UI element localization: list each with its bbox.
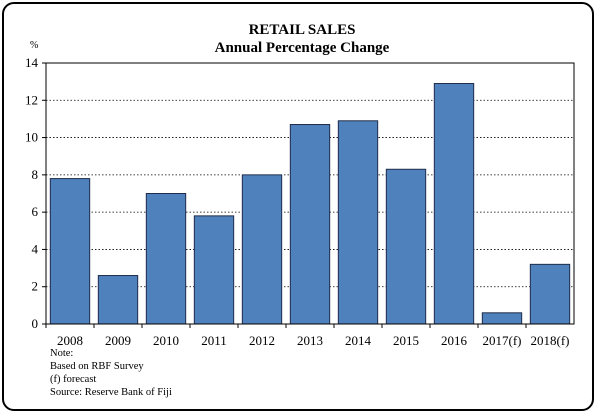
x-tick-label: 2010 [153, 333, 179, 348]
y-tick-labels: 0 2 4 6 8 10 12 14 [25, 55, 39, 331]
bar [145, 193, 187, 325]
y-tick-label: 12 [25, 92, 38, 107]
bar [193, 215, 235, 325]
plot-border [45, 62, 575, 325]
note-line: Source: Reserve Bank of Fiji [50, 387, 172, 398]
axes [42, 62, 575, 328]
bar [289, 124, 331, 325]
note-line: Based on RBF Survey [50, 361, 144, 372]
x-tick-label: 2011 [201, 333, 227, 348]
chart-notes: Note: Based on RBF Survey (f) forecast Sour… [50, 348, 172, 398]
bar [241, 174, 283, 325]
x-tick-label: 2017(f) [483, 333, 522, 348]
y-tick-label: 2 [32, 279, 39, 294]
bar [385, 168, 427, 325]
y-tick-label: 0 [32, 316, 39, 331]
y-tick-label: 6 [32, 204, 39, 219]
bar [97, 275, 139, 325]
y-tick-label: 8 [32, 167, 39, 182]
y-tick-label: 10 [25, 130, 38, 145]
note-line: Note: [50, 348, 73, 359]
x-tick-label: 2009 [105, 333, 131, 348]
x-tick-label: 2016 [441, 333, 468, 348]
bars [49, 83, 571, 325]
bar [481, 312, 523, 325]
x-tick-label: 2015 [393, 333, 419, 348]
note-line: (f) forecast [50, 374, 96, 385]
y-axis-unit-label: % [30, 40, 38, 51]
x-tick-labels: 2008 2009 2010 2011 2012 2013 2014 2015 2016 2017… [57, 333, 570, 348]
x-tick-label: 2018(f) [531, 333, 570, 348]
x-tick-label: 2012 [249, 333, 275, 348]
chart-title: RETAIL SALES [249, 22, 356, 38]
x-tick-label: 2008 [57, 333, 83, 348]
y-tick-label: 4 [32, 241, 39, 256]
bar [49, 178, 91, 325]
y-tick-label: 14 [25, 55, 39, 70]
x-tick-label: 2014 [345, 333, 372, 348]
bar [529, 263, 571, 325]
chart-subtitle: Annual Percentage Change [215, 40, 390, 56]
bar [337, 120, 379, 325]
x-tick-label: 2013 [297, 333, 323, 348]
bar [433, 83, 475, 325]
